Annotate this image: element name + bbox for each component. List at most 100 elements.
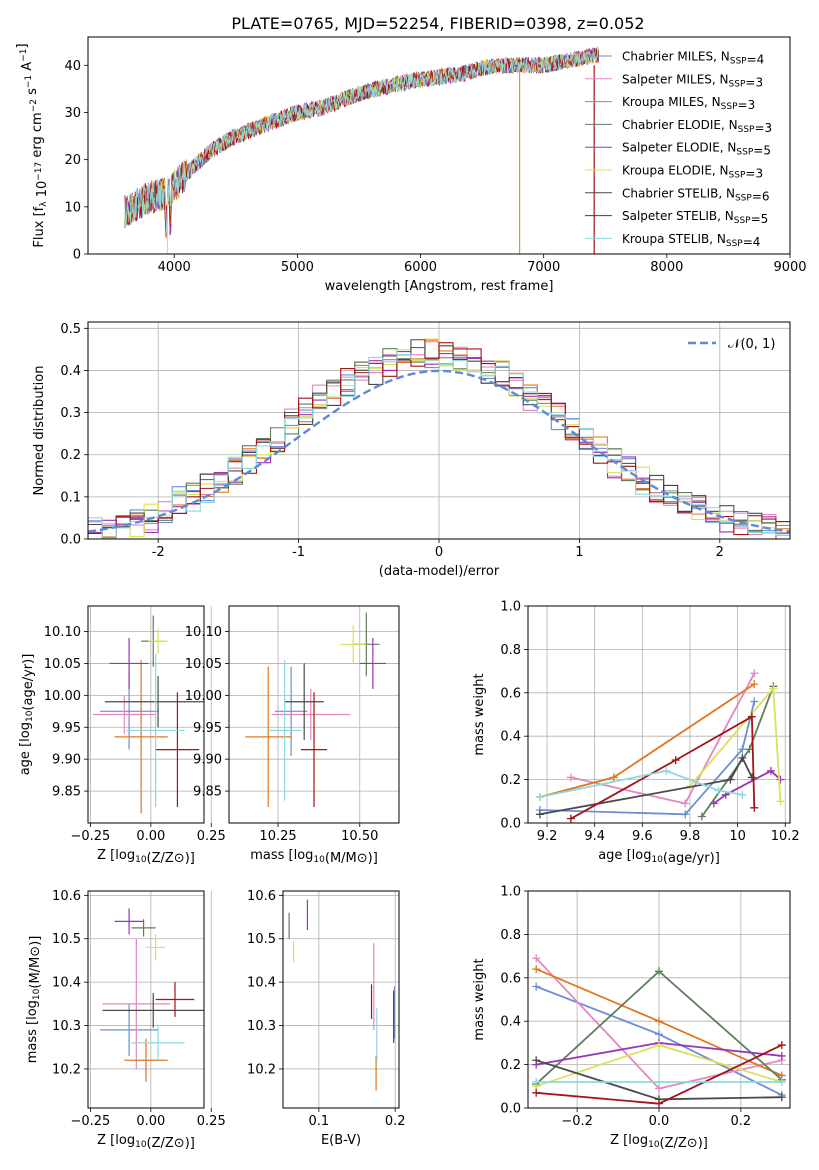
x-tick-label: 5000 — [281, 260, 314, 275]
mass_vs_EBV-xlabel: E(B-V) — [321, 1133, 361, 1148]
spectrum-axes: 4000 5000 6000 7000 8000 9000 0 10 20 30 40 — [64, 59, 806, 275]
legend-label: 𝒩(0, 1) — [728, 337, 775, 352]
x-tick-label: −0.25 — [70, 1114, 110, 1129]
mass_vs_Z-frame — [87, 890, 205, 1109]
x-tick-label: 9.8 — [680, 829, 701, 844]
weight-series — [539, 755, 753, 816]
figure-title: PLATE=0765, MJD=52254, FIBERID=0398, z=0… — [231, 14, 644, 33]
y-tick-label: 9.85 — [193, 785, 222, 800]
weight-marker — [532, 965, 541, 974]
y-tick-label: 0.6 — [500, 686, 521, 701]
weight-marker — [566, 814, 575, 823]
weight-marker — [655, 1077, 663, 1086]
x-tick-label: −0.2 — [561, 1114, 593, 1129]
weight-series — [539, 683, 755, 798]
weight-marker — [709, 799, 718, 808]
x-tick-label: 0.25 — [197, 1114, 226, 1129]
y-tick-label: 10.3 — [247, 1019, 276, 1034]
age_vs_Z-xlabel: Z [log10(Z/Z⊙)] — [97, 848, 195, 866]
x-tick-label: -2 — [152, 545, 165, 560]
mass_vs_Z-points — [100, 908, 204, 1082]
x-tick-label: -1 — [292, 545, 305, 560]
weight-marker — [532, 954, 541, 963]
plots-layer: 4000 5000 6000 7000 8000 9000010203040wavelen… — [15, 36, 807, 1151]
x-tick-label: 0.2 — [731, 1114, 752, 1129]
mass_vs_EBV-frame — [282, 890, 400, 1109]
weight-marker — [738, 790, 747, 799]
mass_vs_Z-axes: −0.25 0.00 0.25 10.2 10.3 10.4 10.5 10.6 — [52, 889, 226, 1129]
weight-marker — [726, 775, 735, 784]
x-tick-label: 1 — [575, 545, 583, 560]
y-tick-label: 0.0 — [500, 817, 521, 832]
weight-marker — [697, 812, 706, 821]
weight-marker — [750, 803, 759, 812]
spectrum-xlabel: wavelength [Angstrom, rest frame] — [325, 279, 554, 294]
mass_vs_Z-xlabel: Z [log10(Z/Z⊙)] — [97, 1133, 195, 1151]
massweight_vs_Z-axes: −0.2 0.0 0.2 0.0 0.2 0.4 0.6 0.8 1.0 — [500, 885, 790, 1129]
y-tick-label: 10.4 — [247, 976, 276, 991]
weight-marker — [532, 982, 541, 991]
y-tick-label: 9.90 — [193, 753, 222, 768]
x-tick-label: 6000 — [404, 260, 437, 275]
weight-series — [539, 769, 743, 798]
x-tick-label: 0 — [435, 545, 443, 560]
weight-marker — [747, 773, 756, 782]
y-tick-label: 10.00 — [44, 689, 81, 704]
histogram-frame — [87, 321, 791, 540]
weight-marker — [747, 712, 756, 721]
weight-marker — [750, 669, 759, 678]
massweight_vs_age-lines — [535, 669, 785, 823]
y-tick-label: 10.4 — [52, 976, 81, 991]
y-tick-label: 0.3 — [60, 406, 81, 421]
y-tick-label: 20 — [64, 153, 81, 168]
x-tick-label: 0.1 — [309, 1114, 330, 1129]
age_vs_mass-points — [245, 612, 386, 808]
weight-marker — [777, 1077, 786, 1086]
y-tick-label: 0.4 — [60, 364, 81, 379]
legend-label: Kroupa STELIB, NSSP=4 — [622, 232, 760, 249]
spectrum-series — [124, 46, 599, 228]
x-tick-label: 7000 — [527, 260, 560, 275]
spectrum-series — [124, 46, 599, 239]
legend-label: Salpeter STELIB, NSSP=5 — [622, 209, 768, 226]
y-tick-label: 9.90 — [52, 753, 81, 768]
y-tick-label: 0.2 — [60, 448, 81, 463]
weight-marker — [532, 1056, 541, 1065]
x-tick-label: 0.2 — [385, 1114, 406, 1129]
y-tick-label: 0.8 — [500, 928, 521, 943]
weight-marker — [681, 810, 690, 819]
age_vs_Z-axes: −0.25 0.00 0.25 9.85 9.90 9.95 10.00 10.05 10.10 — [44, 606, 226, 844]
y-tick-label: 10.3 — [52, 1019, 81, 1034]
y-tick-label: 9.85 — [52, 785, 81, 800]
histogram-series — [88, 353, 790, 539]
x-tick-label: 0.00 — [136, 1114, 165, 1129]
y-tick-label: 0.6 — [500, 971, 521, 986]
y-tick-label: 10.05 — [185, 657, 222, 672]
weight-marker — [535, 810, 544, 819]
y-tick-label: 0.4 — [500, 730, 521, 745]
x-tick-label: 9.6 — [632, 829, 653, 844]
age_vs_mass-axes: 10.25 10.50 9.85 9.90 9.95 10.00 10.05 10.10 — [185, 606, 399, 844]
histogram-series — [88, 342, 790, 536]
spectrum-ylabel: Flux [fλ 10−17 erg cm−2 s−1 A−1] — [15, 43, 50, 247]
massweight_vs_age-axes: 9.2 9.4 9.6 9.8 10 10.2 0.0 0.2 0.4 0.6 0.8 1.0 — [500, 600, 799, 845]
x-tick-label: 0.25 — [197, 829, 226, 844]
y-tick-label: 10.6 — [52, 889, 81, 904]
y-tick-label: 10.10 — [185, 625, 222, 640]
y-tick-label: 0.4 — [500, 1015, 521, 1030]
residual_hist-ylabel: Normed distribution — [32, 366, 47, 496]
massweight_vs_age-ylabel: mass weight — [472, 673, 487, 755]
spectrum-series — [124, 47, 599, 236]
x-tick-label: 0.00 — [136, 829, 165, 844]
legend-label: Kroupa MILES, NSSP=3 — [622, 95, 755, 112]
mass_vs_Z-ylabel: mass [log10(M/M⊙)] — [25, 936, 43, 1064]
y-tick-label: 10.5 — [247, 932, 276, 947]
age_vs_mass-xlabel: mass [log10(M/M⊙)] — [250, 848, 378, 866]
y-tick-label: 10.05 — [44, 657, 81, 672]
weight-marker — [655, 967, 663, 976]
massweight_vs_age-xlabel: age [log10(age/yr)] — [598, 848, 720, 866]
x-tick-label: 4000 — [158, 260, 191, 275]
spectrum-lines — [124, 46, 599, 254]
weight-marker — [655, 1099, 663, 1108]
